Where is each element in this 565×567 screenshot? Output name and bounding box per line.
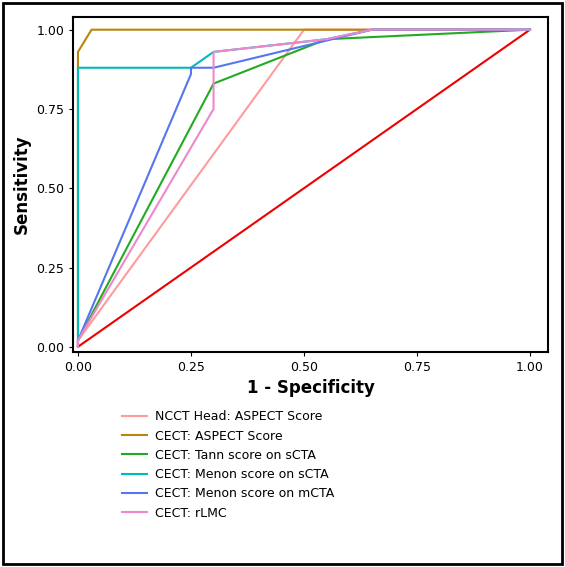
CECT: ASPECT Score: (0.03, 1): ASPECT Score: (0.03, 1) bbox=[88, 26, 95, 33]
CECT: Menon score on sCTA: (0.25, 0.88): Menon score on sCTA: (0.25, 0.88) bbox=[188, 64, 194, 71]
NCCT Head: ASPECT Score: (0, 0): ASPECT Score: (0, 0) bbox=[75, 344, 81, 350]
CECT: rLMC: (0, 0): rLMC: (0, 0) bbox=[75, 344, 81, 350]
CECT: ASPECT Score: (0, 0): ASPECT Score: (0, 0) bbox=[75, 344, 81, 350]
CECT: Menon score on sCTA: (0.3, 0.93): Menon score on sCTA: (0.3, 0.93) bbox=[210, 49, 217, 56]
CECT: ASPECT Score: (1, 1): ASPECT Score: (1, 1) bbox=[527, 26, 533, 33]
CECT: rLMC: (0.65, 1): rLMC: (0.65, 1) bbox=[368, 26, 375, 33]
CECT: Menon score on sCTA: (1, 1): Menon score on sCTA: (1, 1) bbox=[527, 26, 533, 33]
Line: NCCT Head: ASPECT Score: NCCT Head: ASPECT Score bbox=[78, 29, 530, 347]
Line: CECT: Menon score on sCTA: CECT: Menon score on sCTA bbox=[78, 29, 530, 347]
CECT: Menon score on sCTA: (0.55, 0.97): Menon score on sCTA: (0.55, 0.97) bbox=[323, 36, 330, 43]
CECT: rLMC: (0.55, 0.97): rLMC: (0.55, 0.97) bbox=[323, 36, 330, 43]
CECT: ASPECT Score: (0.5, 1): ASPECT Score: (0.5, 1) bbox=[301, 26, 307, 33]
CECT: Menon score on mCTA: (0.3, 0.88): Menon score on mCTA: (0.3, 0.88) bbox=[210, 64, 217, 71]
CECT: Menon score on sCTA: (0.65, 1): Menon score on sCTA: (0.65, 1) bbox=[368, 26, 375, 33]
CECT: Menon score on mCTA: (0, 0.02): Menon score on mCTA: (0, 0.02) bbox=[75, 337, 81, 344]
CECT: rLMC: (0.3, 0.93): rLMC: (0.3, 0.93) bbox=[210, 49, 217, 56]
CECT: Tann score on sCTA: (0.3, 0.83): Tann score on sCTA: (0.3, 0.83) bbox=[210, 80, 217, 87]
CECT: Menon score on mCTA: (0.25, 0.88): Menon score on mCTA: (0.25, 0.88) bbox=[188, 64, 194, 71]
CECT: Tann score on sCTA: (0.55, 0.97): Tann score on sCTA: (0.55, 0.97) bbox=[323, 36, 330, 43]
CECT: Menon score on mCTA: (0, 0): Menon score on mCTA: (0, 0) bbox=[75, 344, 81, 350]
Line: CECT: Tann score on sCTA: CECT: Tann score on sCTA bbox=[78, 29, 530, 347]
NCCT Head: ASPECT Score: (0.5, 1): ASPECT Score: (0.5, 1) bbox=[301, 26, 307, 33]
CECT: Menon score on mCTA: (1, 1): Menon score on mCTA: (1, 1) bbox=[527, 26, 533, 33]
Legend: NCCT Head: ASPECT Score, CECT: ASPECT Score, CECT: Tann score on sCTA, CECT: Men: NCCT Head: ASPECT Score, CECT: ASPECT Sc… bbox=[123, 411, 334, 519]
NCCT Head: ASPECT Score: (1, 1): ASPECT Score: (1, 1) bbox=[527, 26, 533, 33]
CECT: Tann score on sCTA: (0, 0): Tann score on sCTA: (0, 0) bbox=[75, 344, 81, 350]
NCCT Head: ASPECT Score: (0.65, 1): ASPECT Score: (0.65, 1) bbox=[368, 26, 375, 33]
Line: CECT: rLMC: CECT: rLMC bbox=[78, 29, 530, 347]
CECT: Menon score on mCTA: (0.25, 0.86): Menon score on mCTA: (0.25, 0.86) bbox=[188, 71, 194, 78]
Line: CECT: ASPECT Score: CECT: ASPECT Score bbox=[78, 29, 530, 347]
CECT: Menon score on sCTA: (0, 0.88): Menon score on sCTA: (0, 0.88) bbox=[75, 64, 81, 71]
CECT: Tann score on sCTA: (1, 1): Tann score on sCTA: (1, 1) bbox=[527, 26, 533, 33]
CECT: rLMC: (0.3, 0.75): rLMC: (0.3, 0.75) bbox=[210, 105, 217, 112]
Line: CECT: Menon score on mCTA: CECT: Menon score on mCTA bbox=[78, 29, 530, 347]
CECT: Tann score on sCTA: (0, 0.02): Tann score on sCTA: (0, 0.02) bbox=[75, 337, 81, 344]
CECT: rLMC: (1, 1): rLMC: (1, 1) bbox=[527, 26, 533, 33]
CECT: Menon score on mCTA: (0.65, 1): Menon score on mCTA: (0.65, 1) bbox=[368, 26, 375, 33]
NCCT Head: ASPECT Score: (0, 0.02): ASPECT Score: (0, 0.02) bbox=[75, 337, 81, 344]
CECT: rLMC: (0, 0.02): rLMC: (0, 0.02) bbox=[75, 337, 81, 344]
CECT: Menon score on sCTA: (0, 0): Menon score on sCTA: (0, 0) bbox=[75, 344, 81, 350]
CECT: ASPECT Score: (0, 0.93): ASPECT Score: (0, 0.93) bbox=[75, 49, 81, 56]
Y-axis label: Sensitivity: Sensitivity bbox=[13, 134, 31, 234]
X-axis label: 1 - Specificity: 1 - Specificity bbox=[247, 379, 375, 397]
